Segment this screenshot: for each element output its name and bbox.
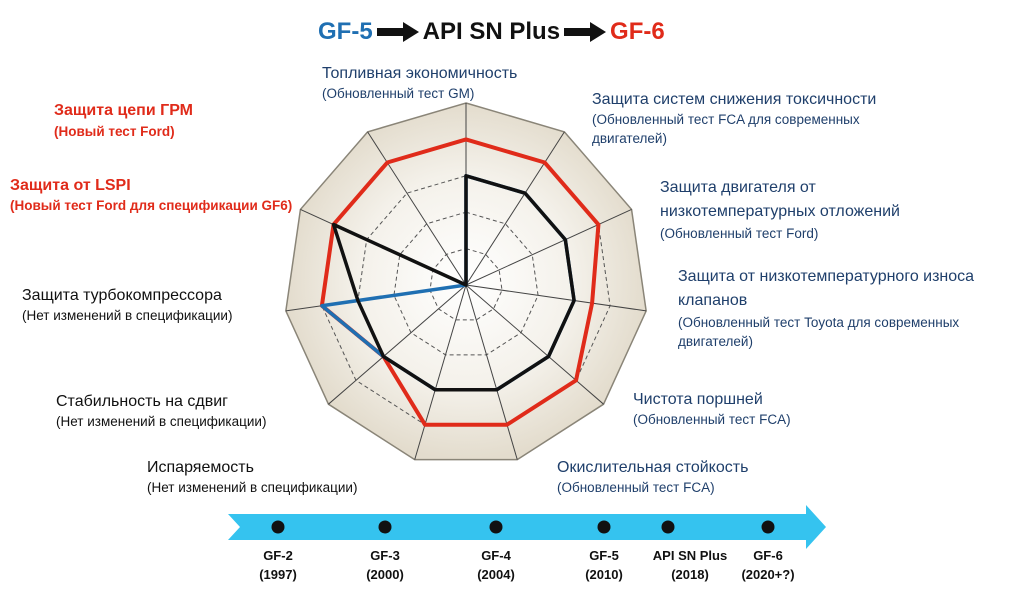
axis-label-lspi: Защита от LSPI (Новый тест Ford для спец… xyxy=(10,177,293,213)
axis-label-piston-cleanliness: Чистота поршней (Обновленный тест FCA) xyxy=(633,391,791,427)
radar-spoke xyxy=(465,284,647,312)
timeline-label-api-sn-plus: API SN Plus (2018) xyxy=(652,548,728,582)
series-gf6-line xyxy=(319,137,601,427)
radar-ring xyxy=(393,211,539,356)
axis-label-fuel-economy: Топливная экономичность (Обновленный тес… xyxy=(322,65,518,101)
timeline xyxy=(228,505,826,549)
axis-label-emission-protection: Защита систем снижения токсичности (Обно… xyxy=(592,91,877,146)
timeline-dot xyxy=(271,520,285,534)
timeline-label-gf5: GF-5 (2010) xyxy=(585,548,623,582)
radar-spoke xyxy=(465,284,518,460)
timeline-arrow xyxy=(228,505,826,549)
axis-label-volatility: Испаряемость (Нет изменений в спецификац… xyxy=(147,459,358,495)
arrow-right-icon xyxy=(376,22,419,42)
timeline-dot xyxy=(597,520,611,534)
radar-spoke xyxy=(465,208,632,286)
radar-spoke xyxy=(465,284,604,405)
timeline-dot xyxy=(761,520,775,534)
axis-label-oxidation: Окислительная стойкость (Обновленный тес… xyxy=(557,459,749,495)
timeline-dot xyxy=(489,520,503,534)
title-api: API SN Plus xyxy=(422,18,561,45)
series-api-sn-plus-line xyxy=(331,174,576,392)
timeline-label-gf6: GF-6 (2020+?) xyxy=(741,548,795,582)
timeline-label-gf3: GF-3 (2000) xyxy=(366,548,404,582)
axis-label-valve-wear: Защита от низкотемпературного износа кла… xyxy=(678,268,975,349)
radar-spoke xyxy=(465,131,565,286)
timeline-label-gf4: GF-4 (2004) xyxy=(477,548,515,582)
radar-series xyxy=(319,137,601,427)
axis-label-low-temp-deposits: Защита двигателя от низкотемпературных о… xyxy=(660,179,900,241)
timeline-dot xyxy=(378,520,392,534)
diagram-title: GF-5 API SN Plus GF-6 xyxy=(318,16,665,48)
timeline-label-gf2: GF-2 (1997) xyxy=(259,548,297,582)
arrow-right-icon xyxy=(564,22,607,42)
timeline-dot xyxy=(661,520,675,534)
radar-ring xyxy=(429,248,503,321)
radar-spoke xyxy=(367,131,467,286)
title-gf6: GF-6 xyxy=(610,18,665,45)
axis-label-timing-chain: Защита цепи ГРМ (Новый тест Ford) xyxy=(54,102,193,139)
radar-spoke xyxy=(414,284,467,460)
axis-label-turbo: Защита турбокомпрессора (Нет изменений в… xyxy=(22,287,233,323)
title-gf5: GF-5 xyxy=(318,18,373,45)
radar-spoke xyxy=(328,284,467,405)
axis-label-shear-stability: Стабильность на сдвиг (Нет изменений в с… xyxy=(56,393,267,429)
